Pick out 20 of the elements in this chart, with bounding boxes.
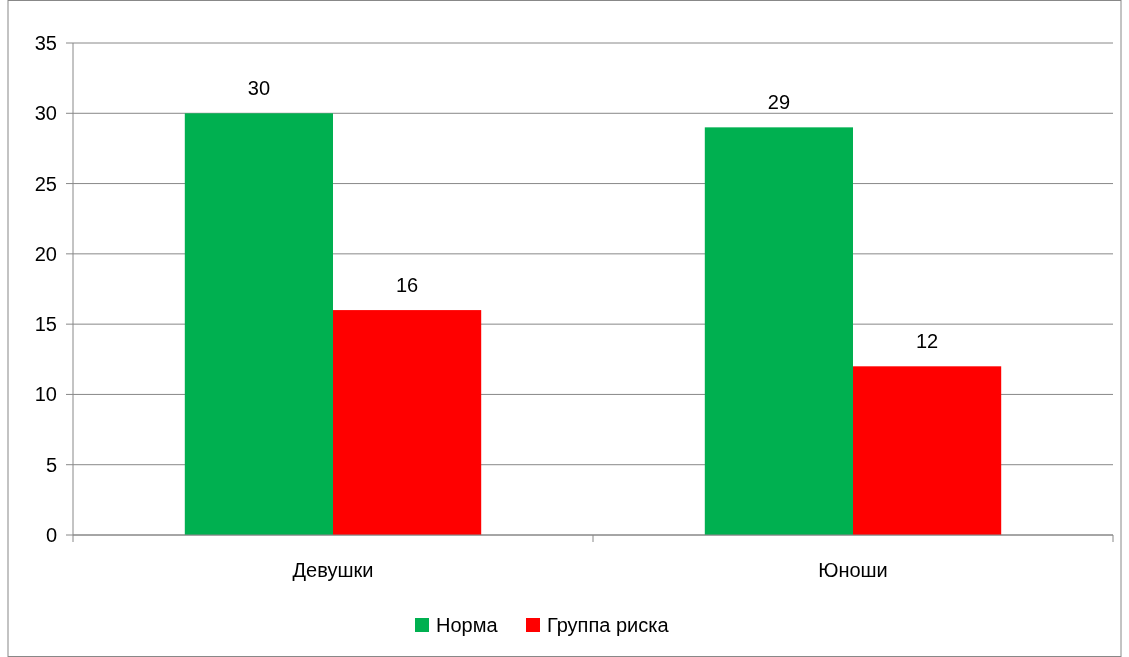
y-tick-label: 10: [34, 383, 57, 406]
legend-label: Группа риска: [547, 614, 670, 636]
x-tick-label: Девушки: [292, 559, 374, 581]
bar: [704, 127, 853, 535]
bar: [333, 310, 482, 535]
data-label: 29: [767, 91, 791, 114]
data-label: 12: [915, 330, 939, 353]
y-tick-label: 0: [45, 524, 57, 546]
y-tick-label: 35: [34, 32, 57, 54]
y-tick-label: 25: [34, 172, 57, 195]
data-label: 30: [247, 77, 271, 100]
x-tick-label: Юноши: [818, 559, 888, 581]
bar: [853, 366, 1002, 535]
y-tick-label: 15: [34, 313, 57, 336]
bar: [184, 113, 333, 535]
y-tick-label: 5: [45, 453, 57, 476]
y-tick-label: 30: [34, 102, 57, 125]
data-label: 16: [395, 274, 419, 297]
legend-label: Норма: [436, 614, 499, 636]
y-tick-label: 20: [34, 242, 57, 265]
